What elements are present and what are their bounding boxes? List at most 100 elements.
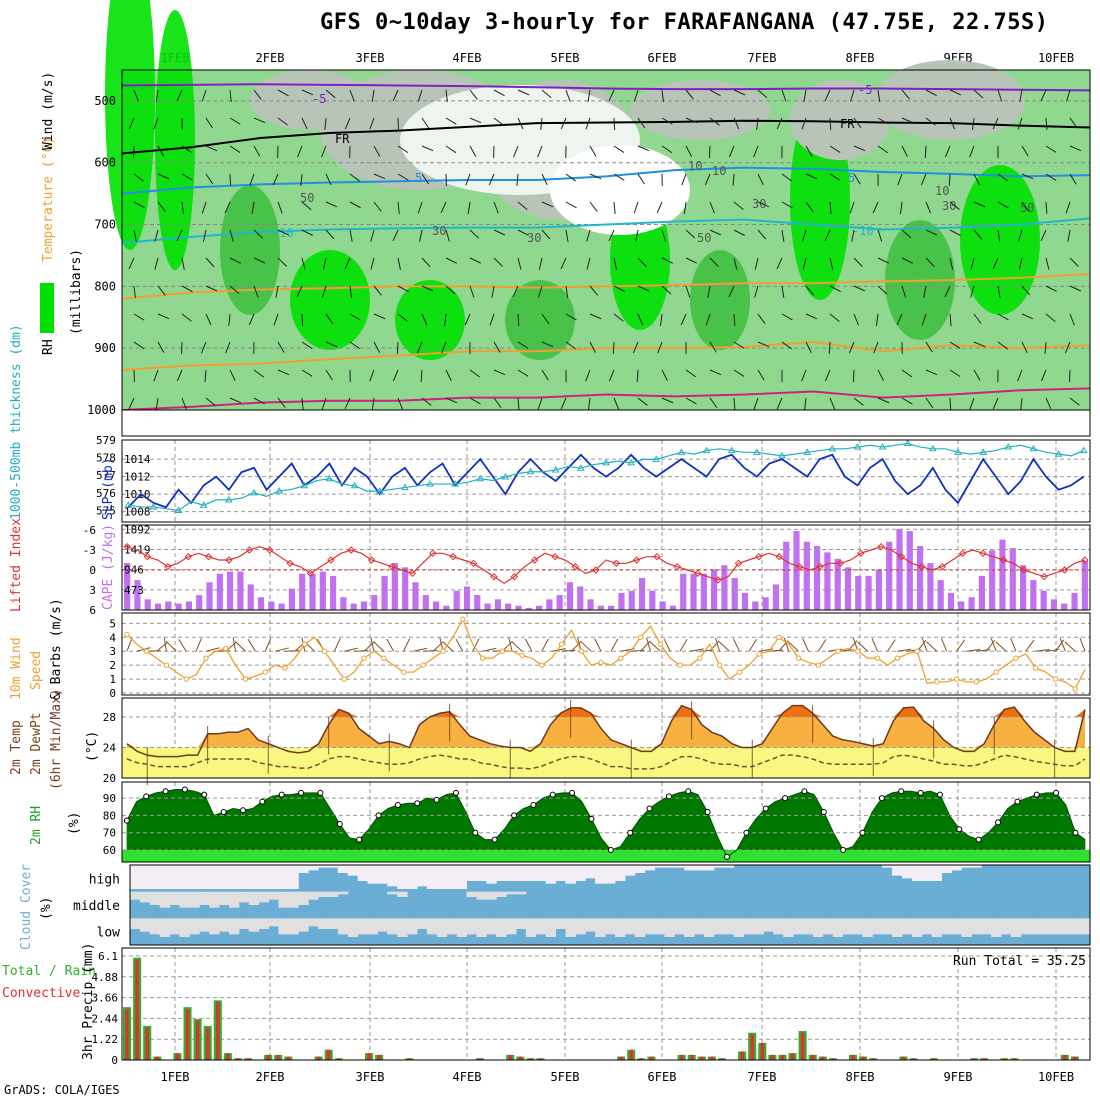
wind-barb [657,341,663,354]
dewpt-axis-label: 2m DewPt [29,712,44,775]
wind-barb [637,257,647,268]
li-marker [306,569,315,578]
rh-marker [375,812,382,819]
wind-barb [421,397,432,406]
rh-marker [646,805,653,812]
wind-barb [921,637,928,652]
rh-marker [1014,798,1021,805]
rh-marker [298,789,305,796]
precip-convective-bar [286,1056,291,1060]
cape-bar [309,573,316,610]
wind-barb [301,341,313,349]
wind-marker [460,616,466,622]
wind-barb [248,313,255,326]
wind-marker [973,679,980,685]
wind-barb [757,201,770,208]
wind-speed-line [126,617,1086,690]
precip-convective-bar [831,1058,835,1060]
wind-barb [992,257,999,270]
wind-marker [1032,665,1039,671]
rh-region [105,0,155,250]
cloud-clear-cell [169,918,180,935]
wind-barb [728,145,735,158]
wind-barb [757,229,767,240]
wind-barb [445,145,457,154]
wind-barb [829,257,834,270]
wind-barb [661,229,667,242]
wind-barb [949,257,954,270]
cape-bar [227,571,234,610]
cloud-clear-cell [130,865,141,889]
thickness-marker [778,451,786,459]
wind-barb [181,201,184,214]
li-marker [204,552,213,561]
pressure-tick-label: 800 [94,279,116,293]
cloud-clear-cell [228,918,240,935]
cape-bar [680,573,687,610]
cloud-clear-cell [872,918,883,935]
wind-marker [1052,676,1059,682]
wind-barb [608,89,615,102]
cape-bar [865,575,872,610]
wind-barb [587,397,591,410]
wind-barb [524,638,533,652]
wind-barb [565,341,577,350]
wind-barb [489,313,495,326]
wind-barb [718,641,730,652]
li-marker [510,572,519,581]
wind-barb [1025,639,1035,652]
wind-barb [493,341,501,353]
wind-barb [321,285,327,298]
wind-barb [887,639,896,652]
li-marker [592,566,600,574]
wind-barb [540,117,543,130]
wind-barb [589,285,599,296]
wind-barb [853,173,861,185]
temp-axis-label: 2m Temp [9,720,24,775]
wind-barb [133,341,145,350]
cloud-clear-cell [961,918,972,937]
wind-barb [253,397,265,405]
wind-marker [242,676,249,682]
wind-marker [894,655,901,661]
cloud-clear-cell [614,918,626,937]
wind-barb [273,313,279,326]
wind-barb [637,285,650,292]
wind-tick-label: 2 [109,659,116,672]
wind-barb [990,637,997,652]
wind-barb [992,117,999,130]
li-marker [734,559,743,568]
wind-barb [417,201,423,214]
wind-barb [608,369,615,382]
rh-marker [801,788,808,795]
wind-barb [277,341,285,353]
wind-barb [776,257,783,270]
cloud-clear-cell [159,865,171,889]
cloud-clear-cell [694,865,705,871]
wind-barb [997,173,1009,182]
rh-marker [162,788,169,795]
wind-barb [630,649,645,652]
cape-bar [793,531,800,610]
precip-convective-bar [125,1008,129,1060]
thickness-marker [250,488,258,496]
precip-tick-label: 3.66 [92,992,119,1005]
cloud-clear-cell [911,865,923,881]
wind-barb [944,145,951,158]
wind-marker [618,655,624,661]
cloud-clear-cell [793,918,804,935]
wind-barb [176,229,183,242]
thickness-marker [451,480,460,487]
cloud-clear-cell [605,918,616,935]
temp-contour-label: FR [840,117,855,131]
wind-barb [560,397,567,410]
wind-barb [589,145,597,157]
wind-barb [205,173,214,185]
wind-barb [493,89,505,97]
wind-barb [370,637,375,652]
wind-barb [1045,117,1048,131]
li-marker [836,559,845,568]
cloud-clear-cell [248,918,260,932]
wind-barb [733,89,746,96]
precip-convective-bar [276,1054,281,1060]
